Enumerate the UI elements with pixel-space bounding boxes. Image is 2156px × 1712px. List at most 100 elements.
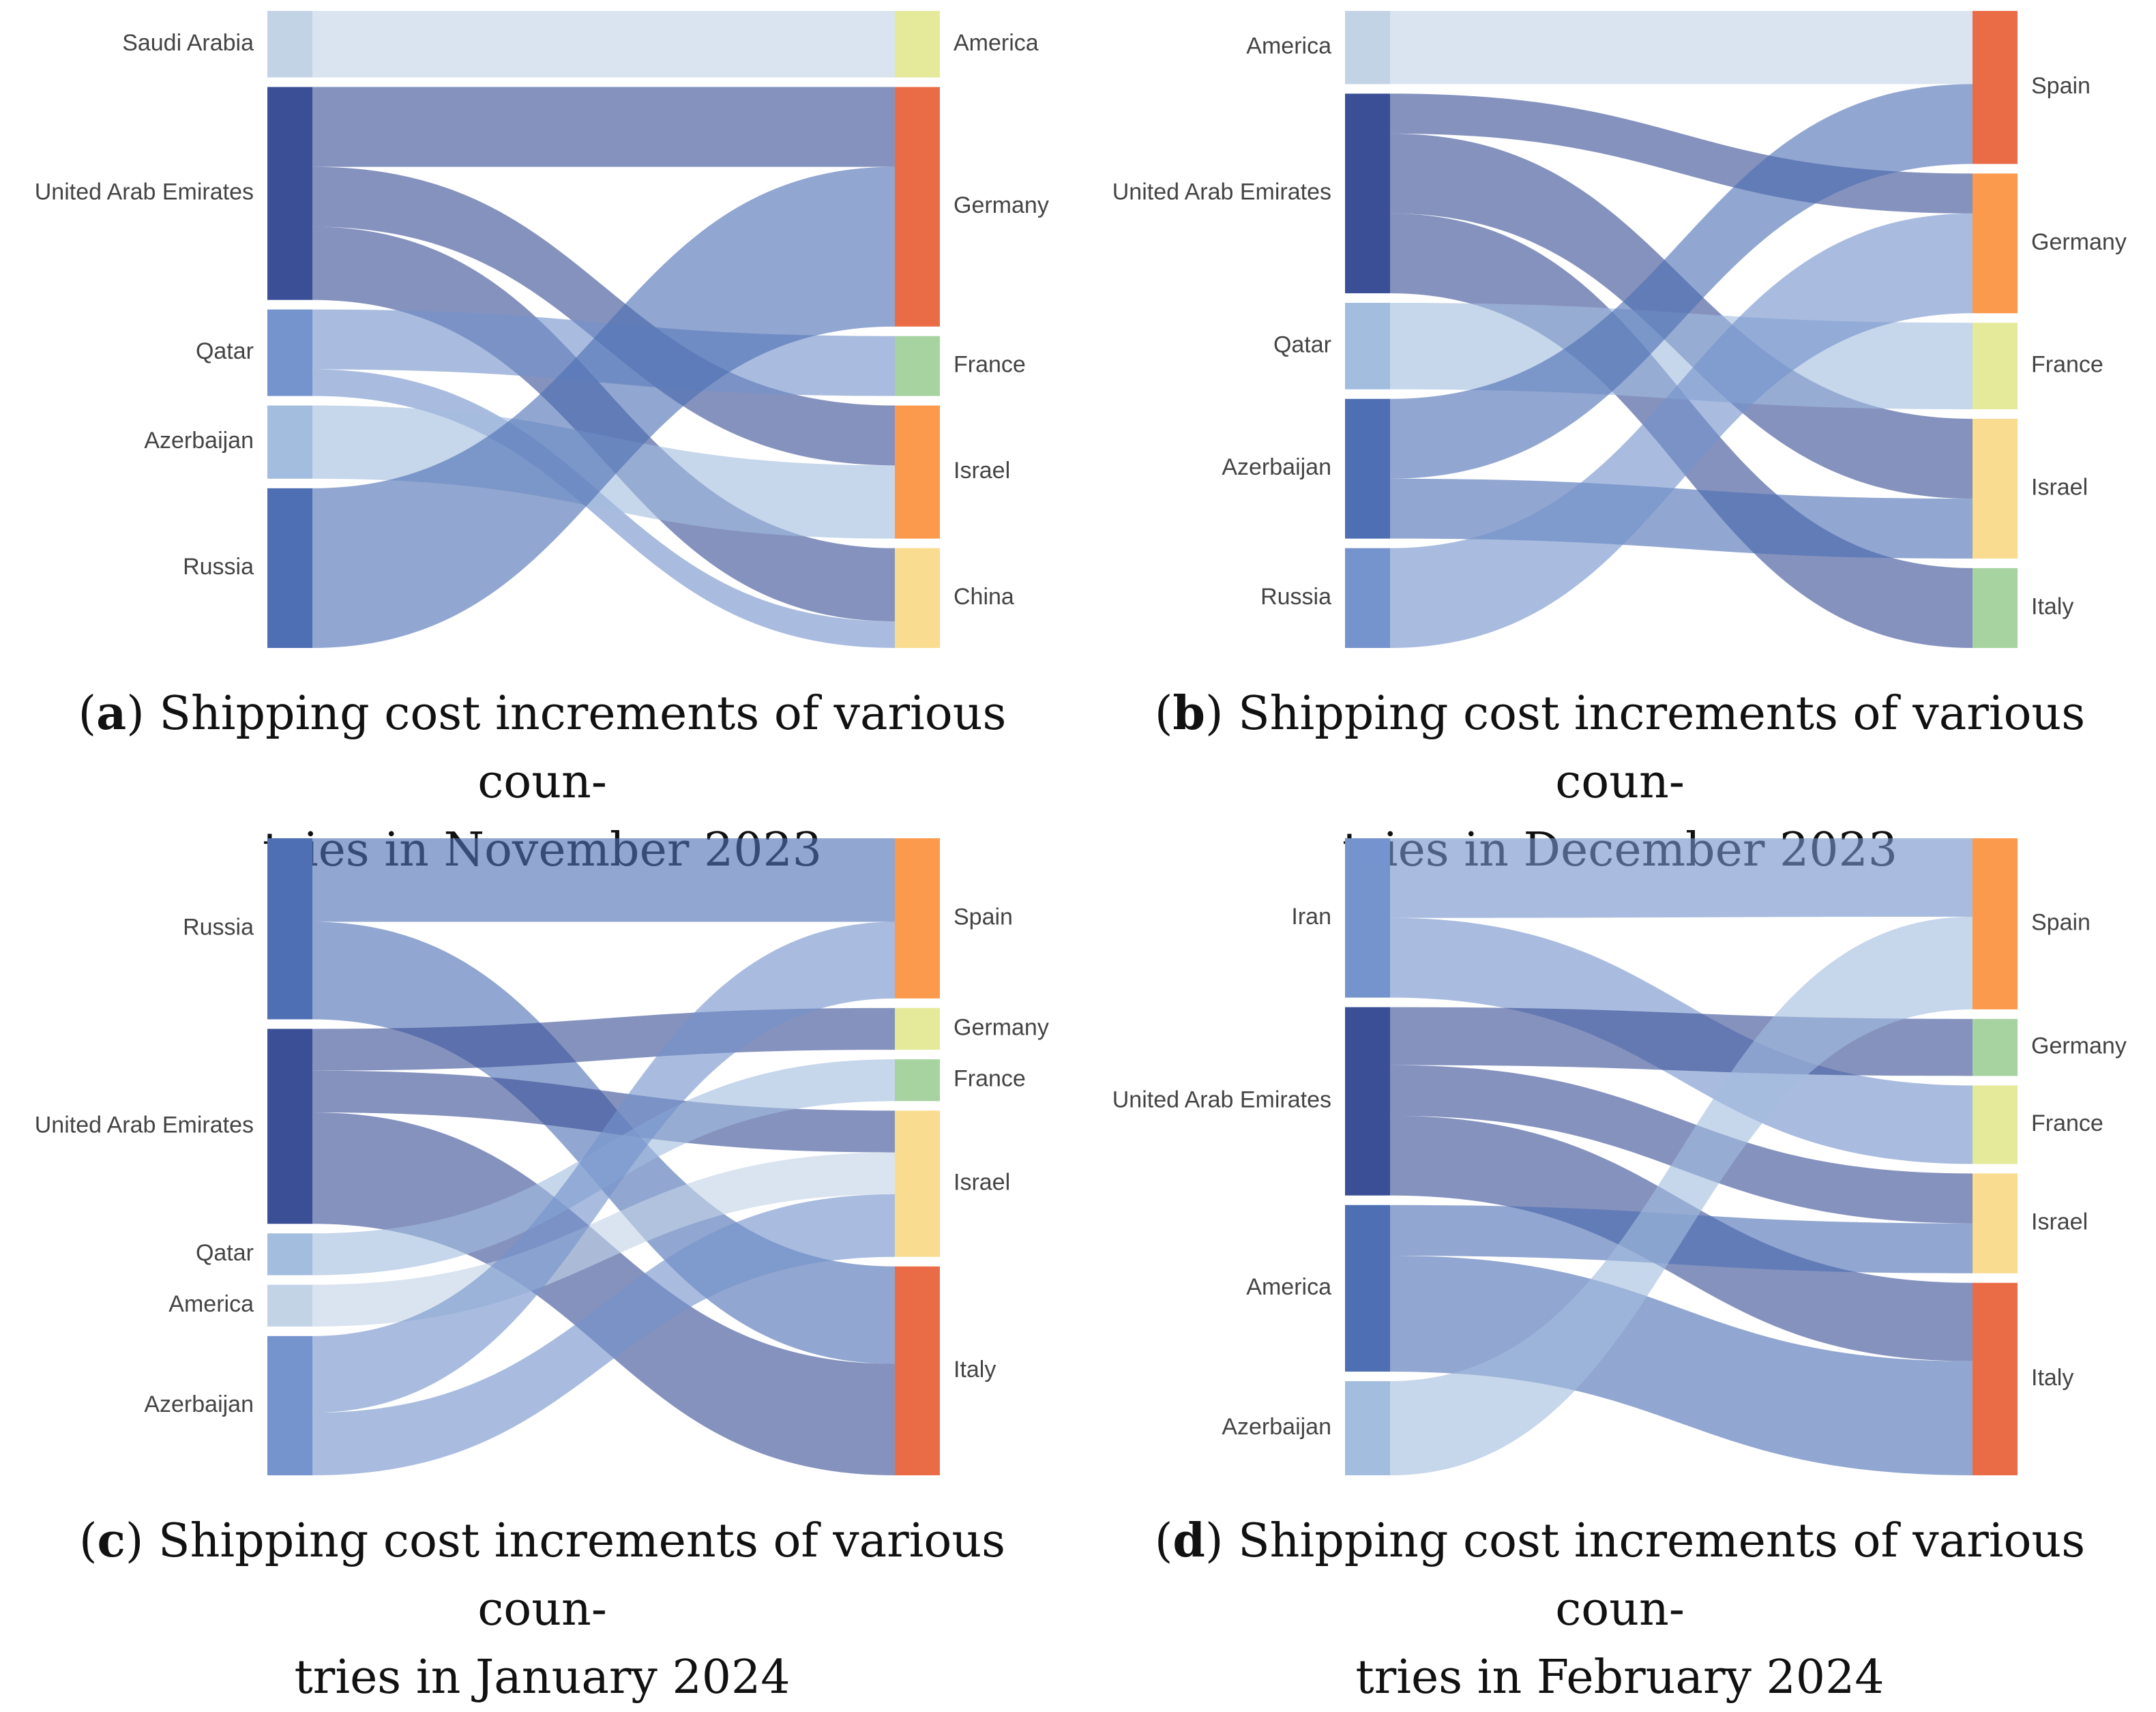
source-label-america: America [1246, 1274, 1331, 1300]
target-label-france: France [954, 1066, 1026, 1092]
target-node-italy [895, 1266, 940, 1475]
link-azerbaijan-to-israel [312, 1194, 895, 1475]
target-label-italy: Italy [2031, 593, 2073, 619]
target-node-germany [895, 1007, 940, 1050]
target-label-america: America [954, 30, 1039, 56]
caption-line-1: Shipping cost increments of various coun… [1238, 1514, 2086, 1636]
target-node-america [895, 11, 940, 78]
target-node-italy [1973, 567, 2018, 648]
source-label-qatar: Qatar [1273, 331, 1331, 357]
target-label-france: France [954, 352, 1026, 378]
chart-panel-c: Russia United Arab Emirates Qatar America Az… [0, 827, 1078, 1704]
target-label-israel: Israel [2031, 474, 2088, 500]
target-node-israel [895, 1110, 940, 1257]
source-node-iran [1345, 838, 1390, 998]
target-label-germany: Germany [2031, 1033, 2127, 1059]
caption-tag: b [1172, 686, 1205, 741]
source-node-united-arab-emirates [267, 1029, 312, 1224]
link-azerbaijan-to-spain [1390, 84, 1973, 479]
target-node-spain [895, 838, 940, 999]
link-russia-to-spain [312, 838, 895, 922]
source-node-united-arab-emirates [1345, 93, 1390, 293]
caption-line-1: Shipping cost increments of various coun… [1238, 687, 2086, 809]
source-label-azerbaijan: Azerbaijan [1222, 454, 1331, 480]
target-label-italy: Italy [954, 1357, 996, 1383]
sankey-chart-c: Russia United Arab Emirates Qatar America Az… [35, 838, 1049, 1475]
source-label-united-arab-emirates: United Arab Emirates [1112, 1087, 1331, 1113]
target-label-israel: Israel [954, 458, 1010, 484]
source-label-russia: Russia [183, 915, 254, 941]
target-label-spain: Spain [2031, 73, 2091, 99]
source-label-azerbaijan: Azerbaijan [1222, 1414, 1331, 1440]
chart-panel-d: Iran United Arab Emirates America Azerbaija… [1078, 827, 2155, 1704]
caption-tag: d [1172, 1514, 1205, 1568]
link-united-arab-emirates-to-italy [312, 1112, 895, 1475]
target-node-france [1973, 323, 2018, 410]
target-node-spain [1973, 11, 2018, 164]
sankey-nodes: Iran United Arab Emirates America Azerbaija… [1112, 838, 2127, 1475]
source-node-saudi-arabia [267, 11, 312, 78]
source-node-azerbaijan [1345, 1381, 1390, 1475]
sankey-chart-a: Saudi Arabia United Arab Emirates Qatar Aze… [35, 11, 1049, 648]
link-america-to-israel [312, 1152, 895, 1327]
sankey-chart-d: Iran United Arab Emirates America Azerbaija… [1112, 838, 2127, 1475]
target-node-spain [1973, 838, 2018, 1009]
source-node-russia [1345, 548, 1390, 648]
target-label-italy: Italy [2031, 1365, 2073, 1391]
caption-tag: a [96, 686, 127, 741]
target-node-israel [895, 405, 940, 539]
link-russia-to-germany [312, 166, 895, 648]
link-saudi-arabia-to-america [312, 11, 895, 78]
source-label-america: America [168, 1291, 254, 1317]
source-label-iran: Iran [1291, 904, 1331, 930]
source-node-united-arab-emirates [267, 87, 312, 300]
source-label-azerbaijan: Azerbaijan [144, 1391, 254, 1417]
caption-line-1: Shipping cost increments of various coun… [158, 1514, 1006, 1636]
source-label-russia: Russia [1260, 584, 1331, 610]
source-node-america [1345, 11, 1390, 85]
source-node-azerbaijan [1345, 398, 1390, 539]
sankey-links [312, 11, 895, 648]
sankey-nodes: Russia United Arab Emirates Qatar America Az… [35, 838, 1049, 1475]
chart-panel-b: America United Arab Emirates Qatar Azerbaij… [1078, 0, 2155, 877]
source-label-russia: Russia [183, 554, 254, 580]
source-node-qatar [267, 309, 312, 396]
target-label-germany: Germany [954, 192, 1049, 218]
source-node-russia [267, 488, 312, 648]
link-azerbaijan-to-spain [312, 921, 895, 1413]
target-label-germany: Germany [2031, 229, 2127, 255]
target-node-france [895, 336, 940, 396]
link-america-to-spain [1390, 11, 1973, 85]
target-label-china: China [954, 584, 1014, 610]
source-label-united-arab-emirates: United Arab Emirates [35, 1112, 254, 1138]
target-node-china [895, 548, 940, 648]
caption-tag: c [97, 1514, 125, 1568]
source-label-saudi-arabia: Saudi Arabia [122, 30, 254, 56]
source-node-qatar [1345, 302, 1390, 389]
target-label-spain: Spain [954, 904, 1013, 930]
source-node-azerbaijan [267, 405, 312, 479]
source-node-russia [267, 838, 312, 1020]
caption-c: (c) Shipping cost increments of various … [78, 1514, 1006, 1704]
target-node-italy [1973, 1282, 2018, 1475]
link-iran-to-spain [1390, 838, 1973, 918]
link-america-to-italy [1390, 1256, 1973, 1475]
target-node-israel [1973, 1173, 2018, 1273]
sankey-chart-b: America United Arab Emirates Qatar Azerbaij… [1112, 11, 2127, 648]
link-united-arab-emirates-to-israel [1390, 1065, 1973, 1224]
target-label-israel: Israel [2031, 1209, 2088, 1235]
link-russia-to-germany [1390, 213, 1973, 648]
target-node-germany [1973, 1018, 2018, 1076]
target-node-germany [1973, 173, 2018, 314]
target-label-spain: Spain [2031, 909, 2091, 935]
sankey-links [1390, 11, 1973, 648]
sankey-nodes: Saudi Arabia United Arab Emirates Qatar Aze… [35, 11, 1049, 648]
source-label-qatar: Qatar [196, 1240, 254, 1266]
sankey-links [312, 838, 895, 1475]
link-azerbaijan-to-spain [1390, 916, 1973, 1475]
caption-line-2: tries in January 2024 [294, 1651, 791, 1704]
target-node-france [1973, 1085, 2018, 1164]
target-node-germany [895, 87, 940, 327]
source-label-united-arab-emirates: United Arab Emirates [1112, 179, 1331, 205]
source-node-azerbaijan [267, 1335, 312, 1475]
